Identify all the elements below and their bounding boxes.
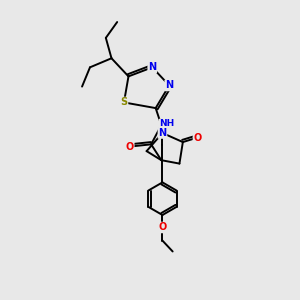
Text: O: O: [194, 133, 202, 142]
Text: NH: NH: [159, 119, 175, 128]
Text: N: N: [158, 128, 166, 138]
Text: O: O: [158, 223, 166, 232]
Text: N: N: [165, 80, 173, 90]
Text: S: S: [120, 98, 128, 107]
Text: O: O: [125, 142, 134, 152]
Text: N: N: [148, 62, 156, 72]
